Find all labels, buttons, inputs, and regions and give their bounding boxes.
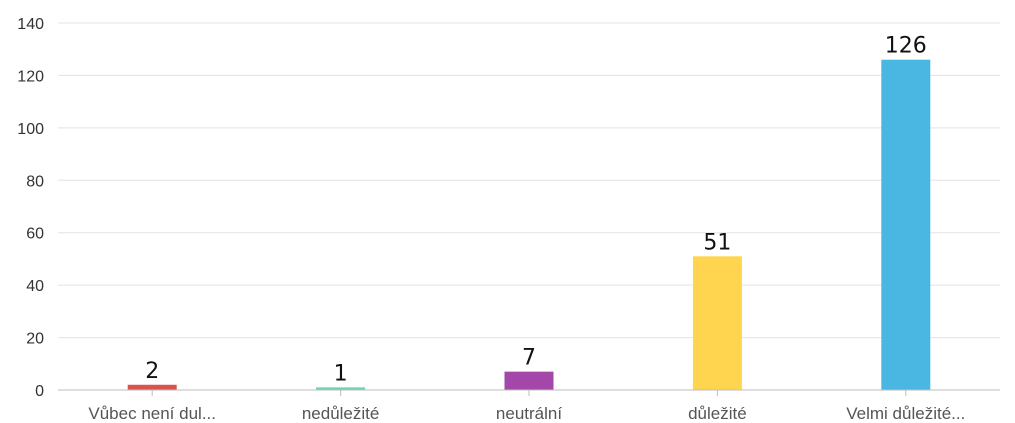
bar-value-label: 1 — [334, 361, 348, 386]
bar — [316, 387, 366, 390]
bar-value-label: 2 — [145, 359, 159, 384]
y-tick-label: 40 — [26, 278, 44, 295]
y-tick-label: 140 — [17, 16, 44, 33]
y-axis-tick-labels: 0 20 40 60 80 100 120 140 — [17, 16, 44, 400]
bar-value-label: 51 — [703, 230, 731, 255]
x-category-label: Vůbec není dul... — [88, 404, 216, 423]
bar — [504, 371, 554, 390]
grid-lines — [58, 22, 1000, 339]
x-category-label: nedůležité — [302, 404, 380, 423]
x-category-label: neutrální — [496, 404, 562, 423]
bar-value-label: 126 — [885, 34, 927, 59]
data-labels: 2 1 7 51 126 — [145, 34, 927, 387]
y-tick-label: 60 — [26, 226, 44, 243]
y-tick-label: 120 — [17, 68, 44, 85]
x-category-label: důležité — [688, 404, 747, 423]
bar — [127, 384, 177, 390]
x-axis-category-labels: Vůbec není dul... nedůležité neutrální důle… — [88, 404, 965, 423]
x-axis-ticks — [151, 390, 907, 396]
bar — [692, 256, 742, 390]
y-tick-label: 0 — [35, 383, 44, 400]
x-category-label: Velmi důležité... — [846, 404, 965, 423]
bar — [881, 59, 931, 390]
y-tick-label: 80 — [26, 173, 44, 190]
bar-value-label: 7 — [522, 346, 536, 371]
y-tick-label: 20 — [26, 331, 44, 348]
y-tick-label: 100 — [17, 121, 44, 138]
bars — [127, 59, 931, 390]
